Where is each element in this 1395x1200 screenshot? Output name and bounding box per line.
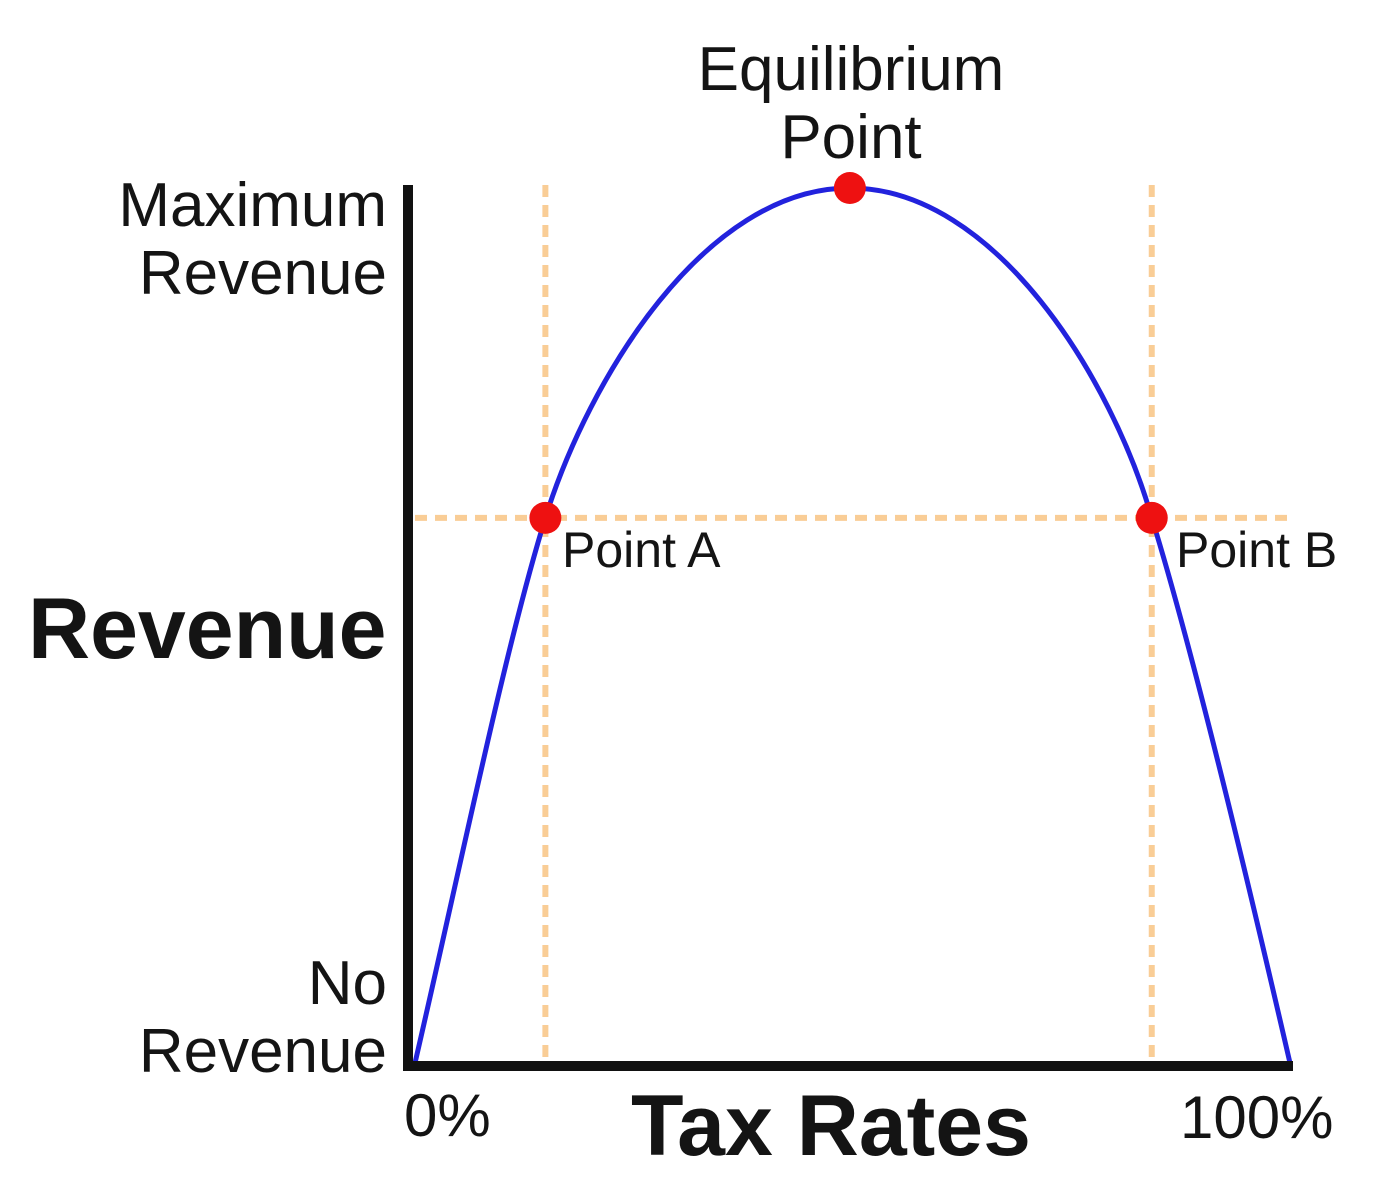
no-revenue-line2: Revenue [138, 1017, 387, 1086]
x-tick-100-percent: 100% [1180, 1084, 1334, 1151]
maximum-revenue-line2: Revenue [138, 239, 387, 308]
equilibrium-point-label: Equilibrium Point [601, 36, 1101, 172]
y-axis-title: Revenue [28, 581, 387, 677]
maximum-revenue-line1: Maximum [118, 171, 387, 240]
marker-point-b [1135, 501, 1168, 534]
point-a-label: Point A [562, 522, 721, 578]
y-axis-line [403, 185, 413, 1071]
marker-equilibrium [833, 172, 866, 204]
maximum-revenue-label: Maximum Revenue [118, 172, 387, 308]
x-axis-title: Tax Rates [631, 1078, 1031, 1174]
guide-lines-group [415, 185, 1290, 1063]
equilibrium-label-line1: Equilibrium [697, 35, 1005, 104]
x-axis-line [403, 1061, 1293, 1071]
no-revenue-label: No Revenue [139, 950, 387, 1086]
point-markers-group [529, 172, 1168, 534]
no-revenue-line1: No [307, 949, 387, 1018]
equilibrium-label-line2: Point [780, 103, 922, 172]
point-b-label: Point B [1176, 522, 1338, 578]
marker-point-a [529, 501, 562, 534]
revenue-curve [412, 185, 1293, 1066]
x-tick-0-percent: 0% [404, 1082, 491, 1149]
